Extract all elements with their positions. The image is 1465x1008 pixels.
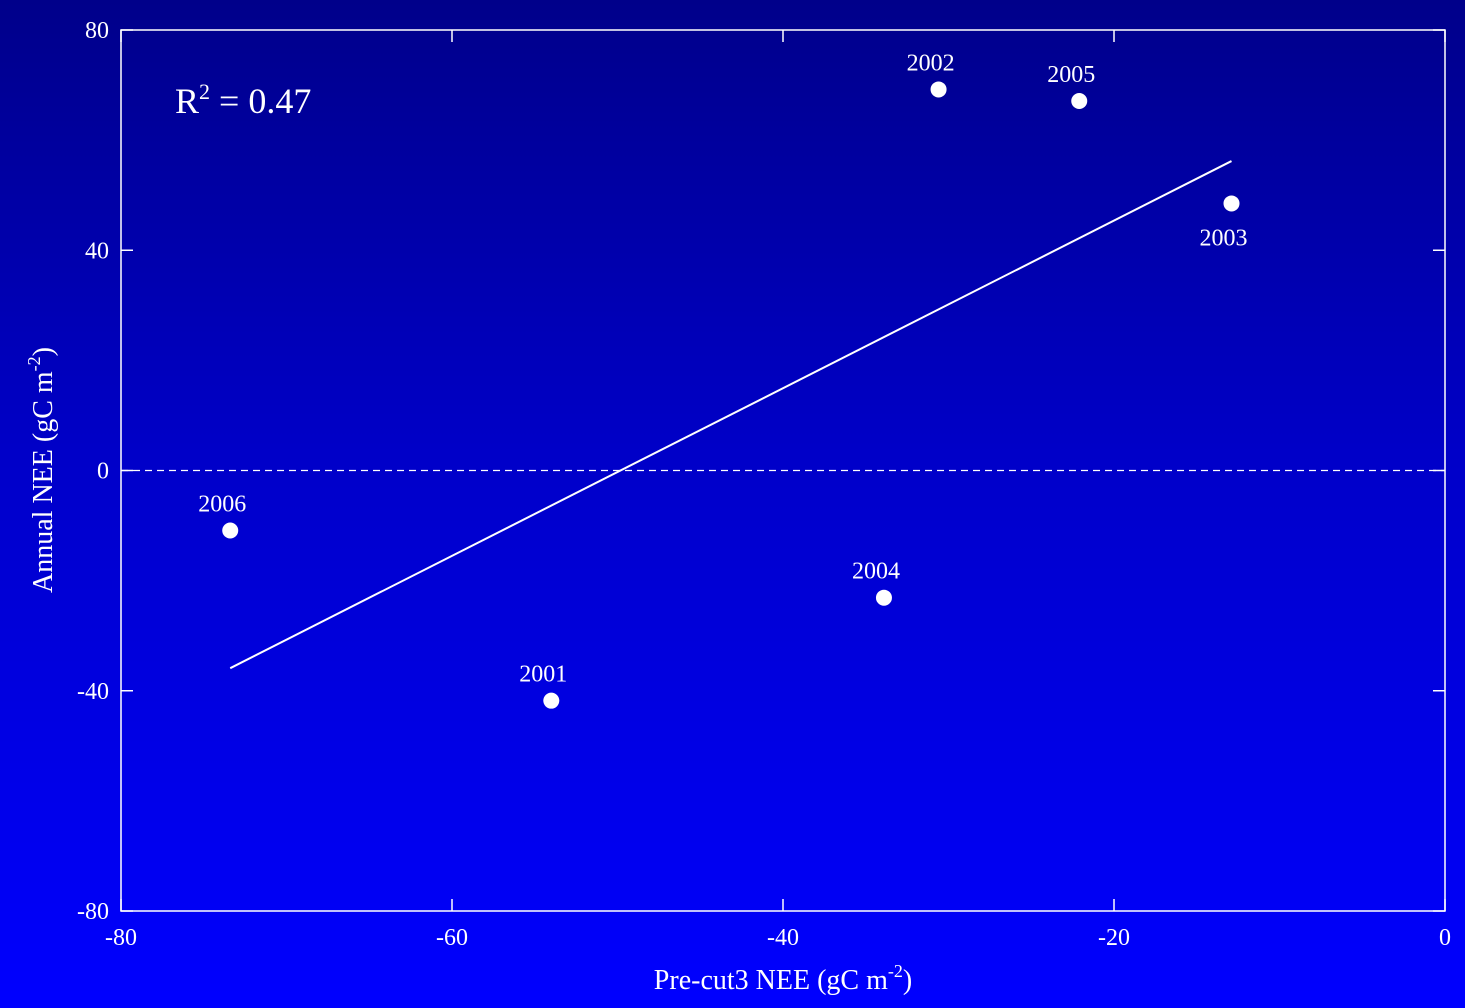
y-tick-label: 40 bbox=[85, 238, 109, 264]
point-label-2006: 2006 bbox=[198, 492, 246, 518]
point-label-2002: 2002 bbox=[907, 50, 955, 76]
regression-line bbox=[229, 160, 1232, 670]
data-point-2003 bbox=[1223, 195, 1240, 212]
data-point-2001 bbox=[543, 692, 560, 709]
r-squared-annotation: R2 = 0.47 bbox=[175, 79, 311, 121]
axis-tick-labels: -80 -60 -40 -20 0 -80 -40 0 40 80 bbox=[77, 18, 1451, 951]
x-tick-label: -60 bbox=[436, 925, 468, 951]
point-label-2005: 2005 bbox=[1047, 62, 1095, 88]
data-points: 2001 2002 2003 2004 2005 2006 bbox=[198, 50, 1248, 709]
x-tick-label: -40 bbox=[767, 925, 799, 951]
y-tick-label: -80 bbox=[77, 899, 109, 925]
x-tick-label: -20 bbox=[1098, 925, 1130, 951]
point-label-2001: 2001 bbox=[519, 662, 567, 688]
y-axis-title: Annual NEE (gC m-2) bbox=[24, 347, 59, 593]
x-tick-label: -80 bbox=[105, 925, 137, 951]
y-tick-label: -40 bbox=[77, 679, 109, 705]
data-point-2006 bbox=[222, 522, 239, 539]
data-point-2005 bbox=[1071, 93, 1088, 110]
point-label-2003: 2003 bbox=[1200, 225, 1248, 251]
point-label-2004: 2004 bbox=[852, 559, 900, 585]
x-tick-label: 0 bbox=[1439, 925, 1451, 951]
data-point-2004 bbox=[875, 589, 892, 606]
data-point-2002 bbox=[930, 81, 947, 98]
y-tick-label: 80 bbox=[85, 18, 109, 44]
y-tick-label: 0 bbox=[97, 459, 109, 485]
x-axis-title: Pre-cut3 NEE (gC m-2) bbox=[654, 961, 912, 996]
